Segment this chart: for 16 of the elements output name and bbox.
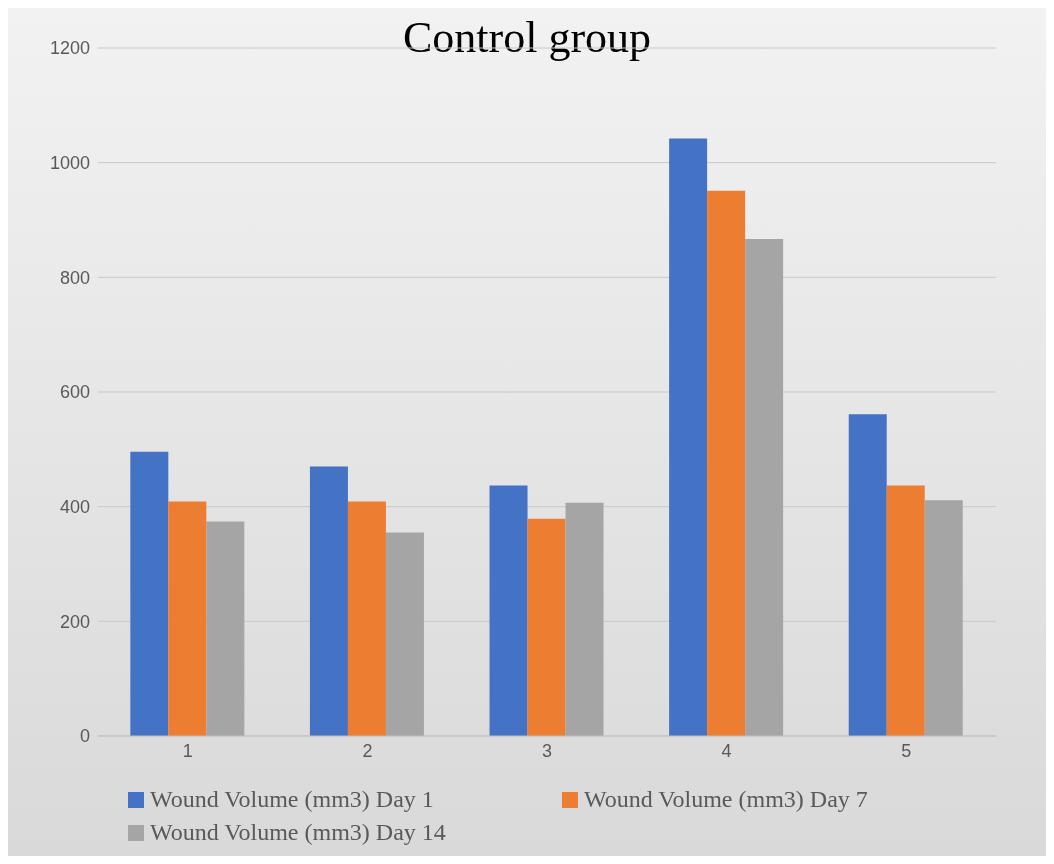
y-tick-label: 400 — [59, 497, 90, 518]
legend-label: Wound Volume (mm3) Day 14 — [150, 819, 446, 846]
x-tick-label: 4 — [721, 740, 732, 761]
y-tick-label: 1000 — [49, 153, 90, 174]
x-tick-label: 5 — [901, 740, 912, 761]
chart-title: Control group — [402, 13, 652, 62]
y-tick-label: 800 — [59, 267, 90, 288]
legend-label: Wound Volume (mm3) Day 7 — [584, 786, 868, 813]
legend-label: Wound Volume (mm3) Day 1 — [150, 786, 434, 813]
y-tick-label: 600 — [59, 382, 90, 403]
y-tick-label: 200 — [59, 611, 90, 632]
y-tick-label: 1200 — [49, 38, 90, 59]
y-tick-label: 0 — [79, 726, 90, 747]
x-tick-label: 3 — [541, 740, 553, 761]
x-tick-label: 2 — [362, 740, 373, 761]
x-tick-label: 1 — [182, 740, 193, 761]
